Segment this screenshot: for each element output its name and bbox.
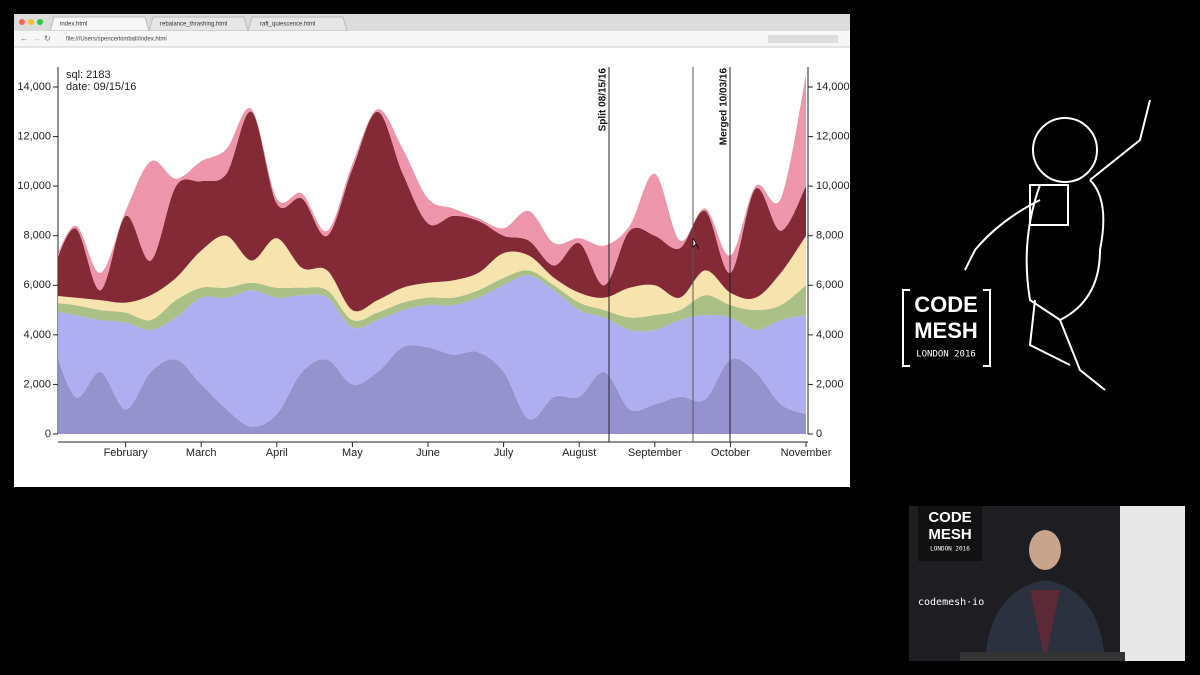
x-tick-label: June bbox=[416, 447, 440, 459]
reload-button[interactable]: ↻ bbox=[44, 34, 51, 43]
area bbox=[58, 275, 806, 427]
logo-text: CODE bbox=[914, 292, 978, 317]
area bbox=[58, 111, 806, 312]
y-tick-label: 6,000 bbox=[23, 279, 51, 291]
y2-tick-label: 4,000 bbox=[816, 329, 844, 341]
logo-text: MESH bbox=[914, 318, 978, 343]
y-tick-label: 0 bbox=[45, 428, 51, 440]
extensions bbox=[768, 35, 838, 43]
y2-tick-label: 2,000 bbox=[816, 378, 844, 390]
y-tick-label: 2,000 bbox=[23, 378, 51, 390]
y2-tick-label: 10,000 bbox=[816, 180, 850, 192]
y-tick-label: 4,000 bbox=[23, 329, 51, 341]
chart: 0 0 2,000 2,000 4,000 4,000 6,000 6,000 8,000 8,0… bbox=[17, 67, 850, 459]
area bbox=[58, 270, 806, 332]
info-text: date: 09/15/16 bbox=[66, 81, 136, 93]
toolbar bbox=[14, 31, 850, 47]
y-tick-label: 14,000 bbox=[17, 81, 51, 93]
x-tick-label: September bbox=[628, 447, 682, 459]
x-tick-label: April bbox=[266, 447, 288, 459]
x-tick-label: November bbox=[781, 447, 832, 459]
caption: codemesh·io bbox=[918, 597, 984, 608]
x-tick-label: February bbox=[104, 447, 149, 459]
close-button[interactable] bbox=[19, 19, 25, 25]
area bbox=[58, 74, 806, 291]
y2-tick-label: 8,000 bbox=[816, 230, 844, 242]
zoom-button[interactable] bbox=[37, 19, 43, 25]
y-tick-label: 12,000 bbox=[17, 130, 51, 142]
y-tick-label: 10,000 bbox=[17, 180, 51, 192]
logo: CODE MESH LONDON 2016 bbox=[902, 289, 991, 367]
y2-tick-label: 12,000 bbox=[816, 130, 850, 142]
back-button[interactable]: ← bbox=[20, 34, 28, 43]
marker-label: Merged 10/03/16 bbox=[719, 68, 730, 146]
plot-area bbox=[58, 74, 806, 434]
x-tick-label: October bbox=[711, 447, 750, 459]
forward-button[interactable]: → bbox=[33, 34, 41, 43]
address-bar[interactable]: file:///Users/spencerkimball/index.html bbox=[66, 37, 167, 43]
info-text: sql: 2183 bbox=[66, 69, 111, 81]
x-tick-label: July bbox=[494, 447, 514, 459]
y2-tick-label: 14,000 bbox=[816, 81, 850, 93]
y-tick-label: 8,000 bbox=[23, 230, 51, 242]
area bbox=[58, 235, 806, 321]
x-tick-label: March bbox=[186, 447, 217, 459]
logo-subtext: LONDON 2016 bbox=[930, 546, 970, 553]
x-tick-label: May bbox=[342, 447, 363, 459]
tab-title: raft_quiescence.html bbox=[260, 22, 315, 28]
y2-tick-label: 0 bbox=[816, 428, 822, 440]
area bbox=[58, 345, 806, 434]
marker-label: Split 08/15/16 bbox=[598, 68, 609, 132]
y2-tick-label: 6,000 bbox=[816, 279, 844, 291]
astronaut-illustration bbox=[964, 99, 1151, 391]
logo-text: MESH bbox=[928, 526, 971, 543]
x-tick-label: August bbox=[562, 447, 596, 459]
speaker-video: CODE MESH LONDON 2016 codemesh·io bbox=[909, 506, 1185, 661]
tab-title: index.html bbox=[60, 22, 87, 28]
cursor bbox=[692, 237, 700, 250]
tab-title: rebalance_thrashing.html bbox=[160, 22, 227, 28]
minimize-button[interactable] bbox=[28, 19, 34, 25]
logo-subtext: LONDON 2016 bbox=[916, 350, 976, 360]
logo-text: CODE bbox=[928, 509, 971, 526]
